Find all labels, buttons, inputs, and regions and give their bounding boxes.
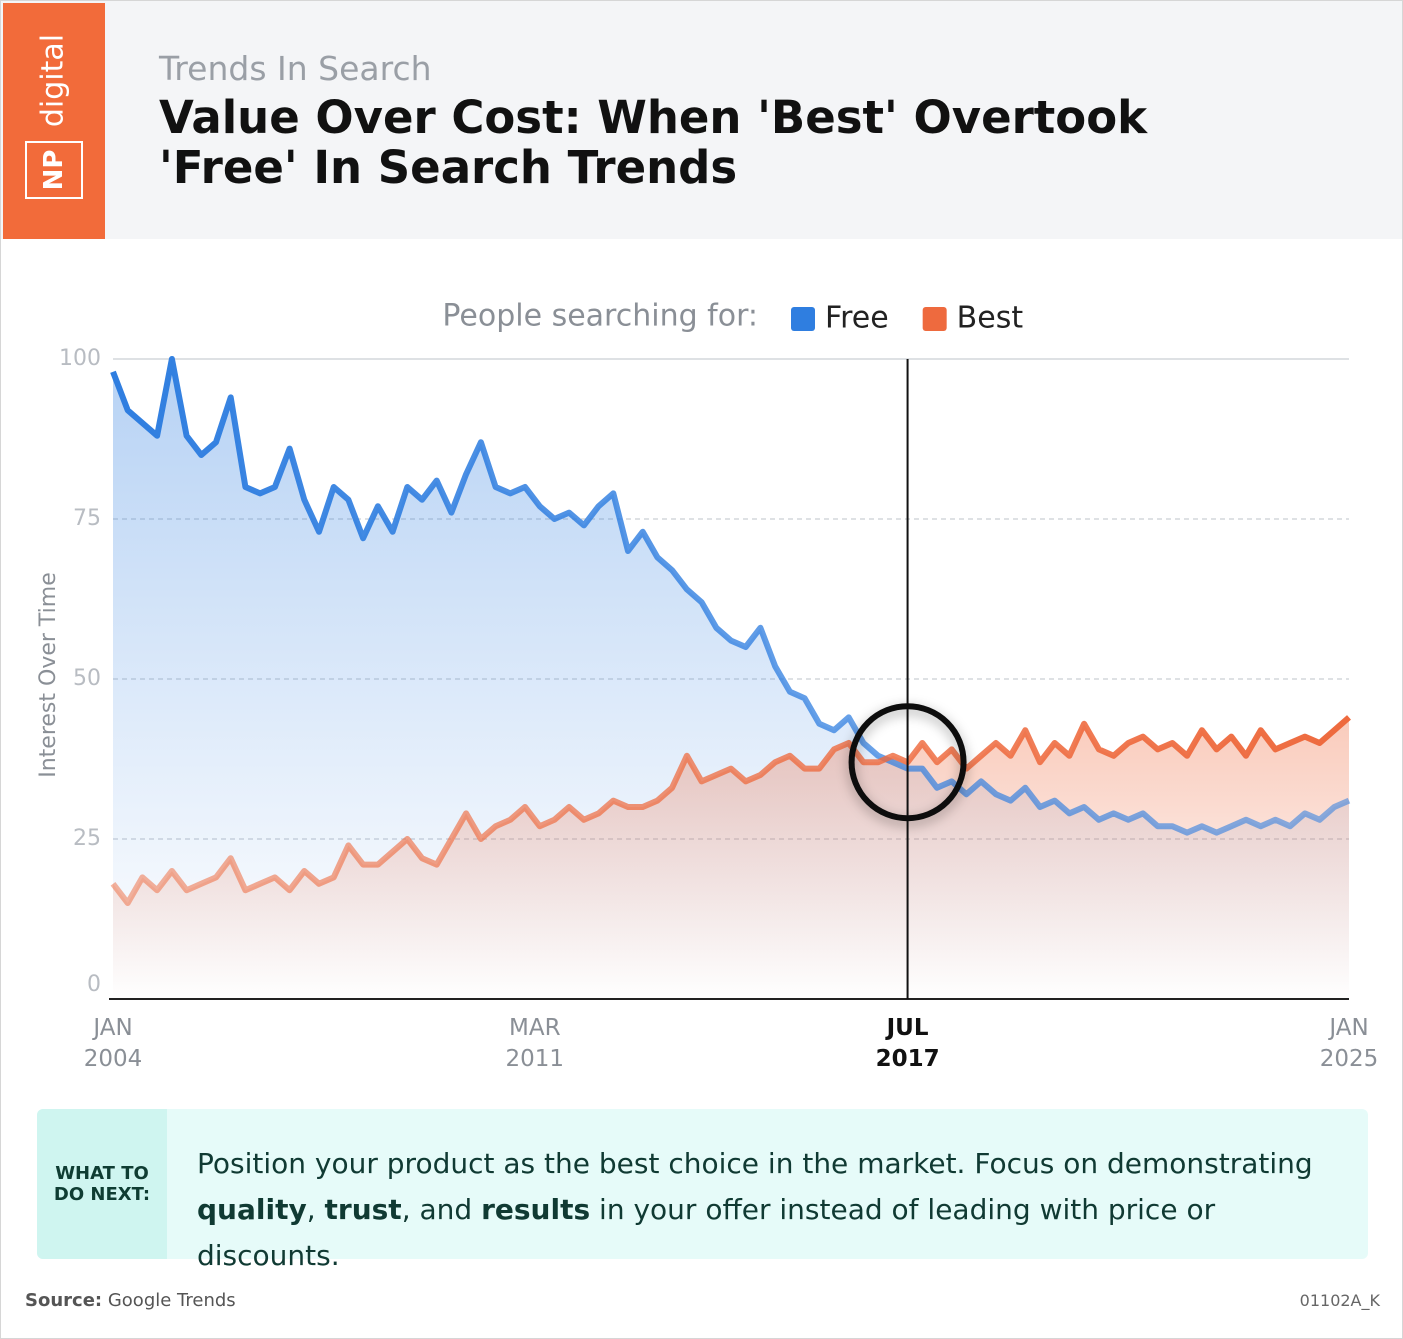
source-label: Source: [25, 1290, 103, 1311]
source-text: Google Trends [107, 1290, 236, 1311]
x-tick-label: JAN 2004 [84, 1015, 143, 1072]
chart: 0 25 50 75 100 Interest Over Time JAN 2004 MAR 20… [36, 299, 1379, 1073]
y-tick-label: 75 [73, 506, 101, 531]
callout-segment: in your offer instead of leading with pr… [197, 1193, 1216, 1272]
code: 01102A_K [1299, 1291, 1380, 1310]
highlight-circle [848, 703, 967, 822]
x-tick-label: MAR 2011 [506, 1015, 565, 1072]
legend-title: People searching for: [442, 299, 758, 334]
source: Source: Google Trends [25, 1290, 236, 1311]
legend-label: Free [825, 301, 889, 336]
callout-segment: , and [401, 1193, 482, 1226]
y-tick-label: 25 [73, 826, 101, 851]
area [113, 717, 1349, 999]
x-tick-label: JUL 2017 [876, 1015, 940, 1072]
x-tick-label: JAN 2025 [1320, 1015, 1379, 1072]
callout-text: Position your product as the best choice… [197, 1141, 1347, 1279]
line [110, 356, 1351, 836]
y-axis-label: Interest Over Time [36, 572, 61, 778]
y-tick-label: 0 [87, 972, 101, 997]
callout-segment: Position your product as the best choice… [197, 1147, 1313, 1180]
callout-segment: trust [324, 1193, 402, 1226]
legend-label: Best [957, 301, 1024, 336]
y-tick-label: 100 [59, 346, 101, 371]
callout-label: WHAT TO DO NEXT: [37, 1109, 167, 1259]
callout-segment: results [481, 1193, 591, 1226]
logo: digital NP [3, 3, 105, 239]
title: Value Over Cost: When 'Best' Overtook 'F… [159, 91, 1148, 194]
kicker: Trends In Search [159, 49, 432, 88]
callout: WHAT TO DO NEXT: Position your product a… [37, 1109, 1368, 1272]
callout-segment: quality [197, 1193, 307, 1226]
line [110, 715, 1351, 906]
y-tick-label: 50 [73, 666, 101, 691]
legend-swatch [922, 307, 947, 331]
callout-segment: , [306, 1193, 325, 1226]
header: digital NP Trends In Search Value Over C… [1, 1, 1402, 239]
legend-swatch [791, 307, 815, 331]
